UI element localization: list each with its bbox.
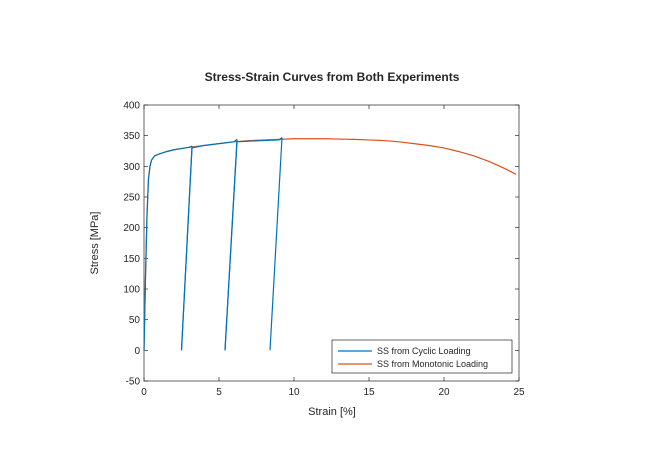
legend-label: SS from Cyclic Loading <box>377 346 471 356</box>
legend: SS from Cyclic Loading SS from Monotonic … <box>331 339 513 374</box>
x-tick-label: 0 <box>141 387 147 398</box>
legend-box <box>331 339 513 374</box>
x-tick-label: 25 <box>513 387 525 398</box>
series-line-cyclic <box>143 145 193 351</box>
y-tick-label: 200 <box>123 223 140 234</box>
legend-label: SS from Monotonic Loading <box>377 359 488 369</box>
y-tick-label: 300 <box>123 162 140 173</box>
x-tick-label: 10 <box>288 387 300 398</box>
series-line-cyclic <box>224 137 283 351</box>
y-tick-label: 50 <box>129 315 141 326</box>
y-axis-ticks: -50 0 50 100 150 200 250 300 350 400 <box>123 101 519 388</box>
y-tick-label: 100 <box>123 285 140 296</box>
y-tick-label: 400 <box>123 101 140 112</box>
y-tick-label: 0 <box>134 346 140 357</box>
x-axis-ticks: 0 5 10 15 20 25 <box>141 105 525 398</box>
y-tick-label: 350 <box>123 131 140 142</box>
y-tick-label: 150 <box>123 254 140 265</box>
y-tick-label: -50 <box>126 377 141 388</box>
series-line-cyclic <box>180 138 238 351</box>
y-tick-label: 250 <box>123 193 140 204</box>
x-tick-label: 20 <box>438 387 450 398</box>
x-tick-label: 15 <box>363 387 375 398</box>
series-lines <box>143 137 517 351</box>
series-line-cyclic <box>269 137 283 351</box>
x-axis-label: Strain [%] <box>308 406 356 418</box>
chart-title: Stress-Strain Curves from Both Experimen… <box>205 70 460 84</box>
y-axis-label: Stress [MPa] <box>89 212 101 275</box>
x-tick-label: 5 <box>216 387 222 398</box>
